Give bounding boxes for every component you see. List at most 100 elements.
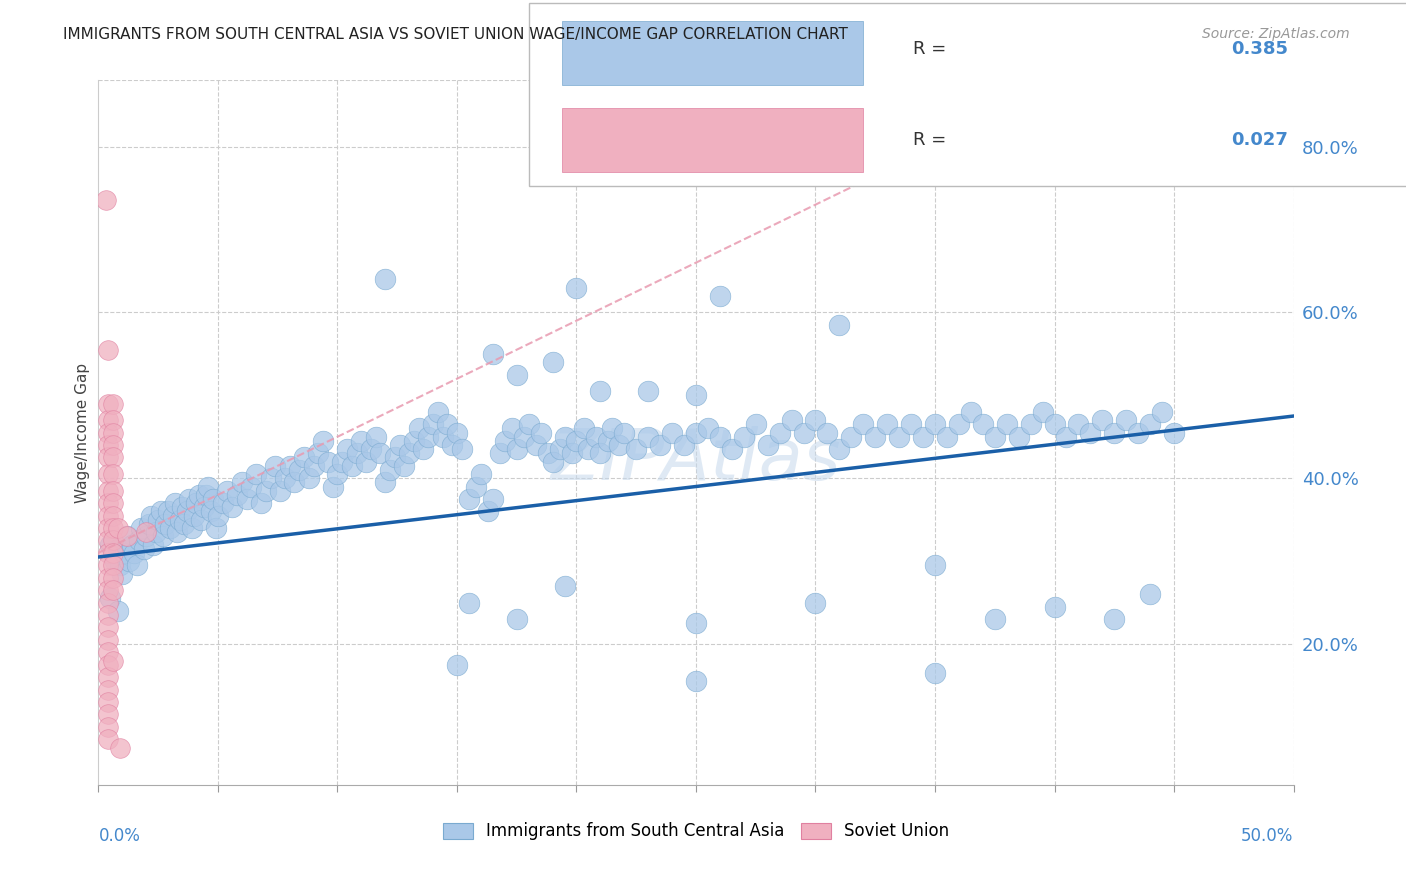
Point xyxy=(97,707,120,722)
Legend: Immigrants from South Central Asia, Soviet Union: Immigrants from South Central Asia, Sovi… xyxy=(436,816,956,847)
Point xyxy=(101,496,124,510)
Point xyxy=(231,475,253,490)
Point xyxy=(685,388,707,402)
Point xyxy=(422,417,444,432)
Point xyxy=(394,458,416,473)
Point xyxy=(346,446,368,460)
Point xyxy=(889,430,911,444)
Point xyxy=(589,384,612,399)
Point xyxy=(561,446,583,460)
Point xyxy=(202,491,225,506)
Point xyxy=(426,405,449,419)
Point xyxy=(481,491,505,506)
Point xyxy=(101,508,124,523)
Point xyxy=(97,533,120,548)
Point xyxy=(360,442,382,457)
Point xyxy=(159,521,181,535)
Point xyxy=(960,405,983,419)
Point xyxy=(288,463,311,477)
Point xyxy=(195,488,218,502)
Point xyxy=(876,417,898,432)
Point xyxy=(1104,612,1126,626)
Point xyxy=(1128,425,1150,440)
Point xyxy=(179,491,201,506)
Point xyxy=(97,546,120,560)
Point xyxy=(274,471,297,485)
Point xyxy=(169,513,191,527)
Point xyxy=(97,720,120,734)
Point xyxy=(101,521,124,535)
Point xyxy=(101,425,124,440)
Point xyxy=(97,607,120,622)
Point xyxy=(446,425,468,440)
Point xyxy=(245,467,267,481)
Point xyxy=(107,604,129,618)
Point xyxy=(97,467,120,481)
Point xyxy=(530,425,553,440)
Point xyxy=(1139,587,1161,601)
Point xyxy=(172,500,194,515)
Point xyxy=(145,525,167,540)
Point xyxy=(221,500,243,515)
Point xyxy=(97,682,120,697)
Point xyxy=(370,446,392,460)
Point xyxy=(97,425,120,440)
Point xyxy=(1008,430,1031,444)
Point xyxy=(554,430,576,444)
Point xyxy=(541,355,564,369)
Point xyxy=(477,504,499,518)
Point xyxy=(378,463,401,477)
Point xyxy=(336,442,359,457)
Point xyxy=(132,541,155,556)
Point xyxy=(125,558,148,573)
Point xyxy=(900,417,922,432)
Point xyxy=(107,541,129,556)
Point xyxy=(250,496,273,510)
Point xyxy=(264,458,287,473)
Point xyxy=(465,479,488,493)
Point xyxy=(548,442,571,457)
Point xyxy=(217,483,239,498)
Point xyxy=(101,438,124,452)
Point xyxy=(278,458,301,473)
Point xyxy=(108,558,131,573)
Point xyxy=(101,413,124,427)
Point xyxy=(97,695,120,709)
Point xyxy=(97,558,120,573)
Point xyxy=(97,583,120,598)
Point xyxy=(450,442,472,457)
Point xyxy=(1043,417,1066,432)
Point xyxy=(254,483,277,498)
Point xyxy=(1032,405,1054,419)
Point xyxy=(97,483,120,498)
Point xyxy=(637,384,659,399)
Point xyxy=(364,430,387,444)
Point xyxy=(183,508,205,523)
Point xyxy=(193,500,215,515)
Point xyxy=(259,471,281,485)
Point xyxy=(207,508,229,523)
Point xyxy=(565,434,588,448)
Point xyxy=(162,508,184,523)
Point xyxy=(139,508,162,523)
Point xyxy=(98,591,122,606)
Point xyxy=(107,521,129,535)
Point xyxy=(97,438,120,452)
Point xyxy=(148,513,170,527)
Point xyxy=(97,645,120,659)
Point xyxy=(458,491,481,506)
Point xyxy=(97,396,120,410)
Point xyxy=(828,442,851,457)
Point xyxy=(101,654,124,668)
Point xyxy=(506,612,529,626)
Point xyxy=(124,546,146,560)
Point xyxy=(298,471,321,485)
Point xyxy=(97,657,120,672)
Point xyxy=(733,430,755,444)
Point xyxy=(506,442,529,457)
Point xyxy=(163,496,186,510)
Point xyxy=(190,513,212,527)
Point xyxy=(673,438,696,452)
Point xyxy=(432,430,454,444)
Point xyxy=(1115,413,1137,427)
